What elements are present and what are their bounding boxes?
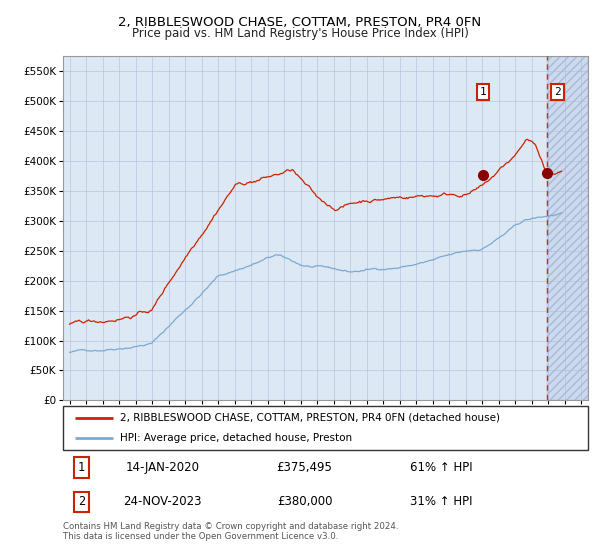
Text: HPI: Average price, detached house, Preston: HPI: Average price, detached house, Pres… <box>120 433 352 443</box>
Bar <box>547 56 588 400</box>
Bar <box>547 56 588 400</box>
Text: 1: 1 <box>479 87 487 97</box>
Text: 2: 2 <box>78 496 85 508</box>
Text: 2, RIBBLESWOOD CHASE, COTTAM, PRESTON, PR4 0FN (detached house): 2, RIBBLESWOOD CHASE, COTTAM, PRESTON, P… <box>120 413 500 423</box>
Text: 2: 2 <box>554 87 561 97</box>
Text: Price paid vs. HM Land Registry's House Price Index (HPI): Price paid vs. HM Land Registry's House … <box>131 27 469 40</box>
Text: 31% ↑ HPI: 31% ↑ HPI <box>410 496 472 508</box>
Text: 14-JAN-2020: 14-JAN-2020 <box>126 461 200 474</box>
Text: 1: 1 <box>78 461 85 474</box>
Text: 61% ↑ HPI: 61% ↑ HPI <box>410 461 472 474</box>
Text: 24-NOV-2023: 24-NOV-2023 <box>124 496 202 508</box>
Text: Contains HM Land Registry data © Crown copyright and database right 2024.
This d: Contains HM Land Registry data © Crown c… <box>63 522 398 542</box>
Text: 2, RIBBLESWOOD CHASE, COTTAM, PRESTON, PR4 0FN: 2, RIBBLESWOOD CHASE, COTTAM, PRESTON, P… <box>118 16 482 29</box>
Text: £380,000: £380,000 <box>277 496 332 508</box>
Text: £375,495: £375,495 <box>277 461 332 474</box>
